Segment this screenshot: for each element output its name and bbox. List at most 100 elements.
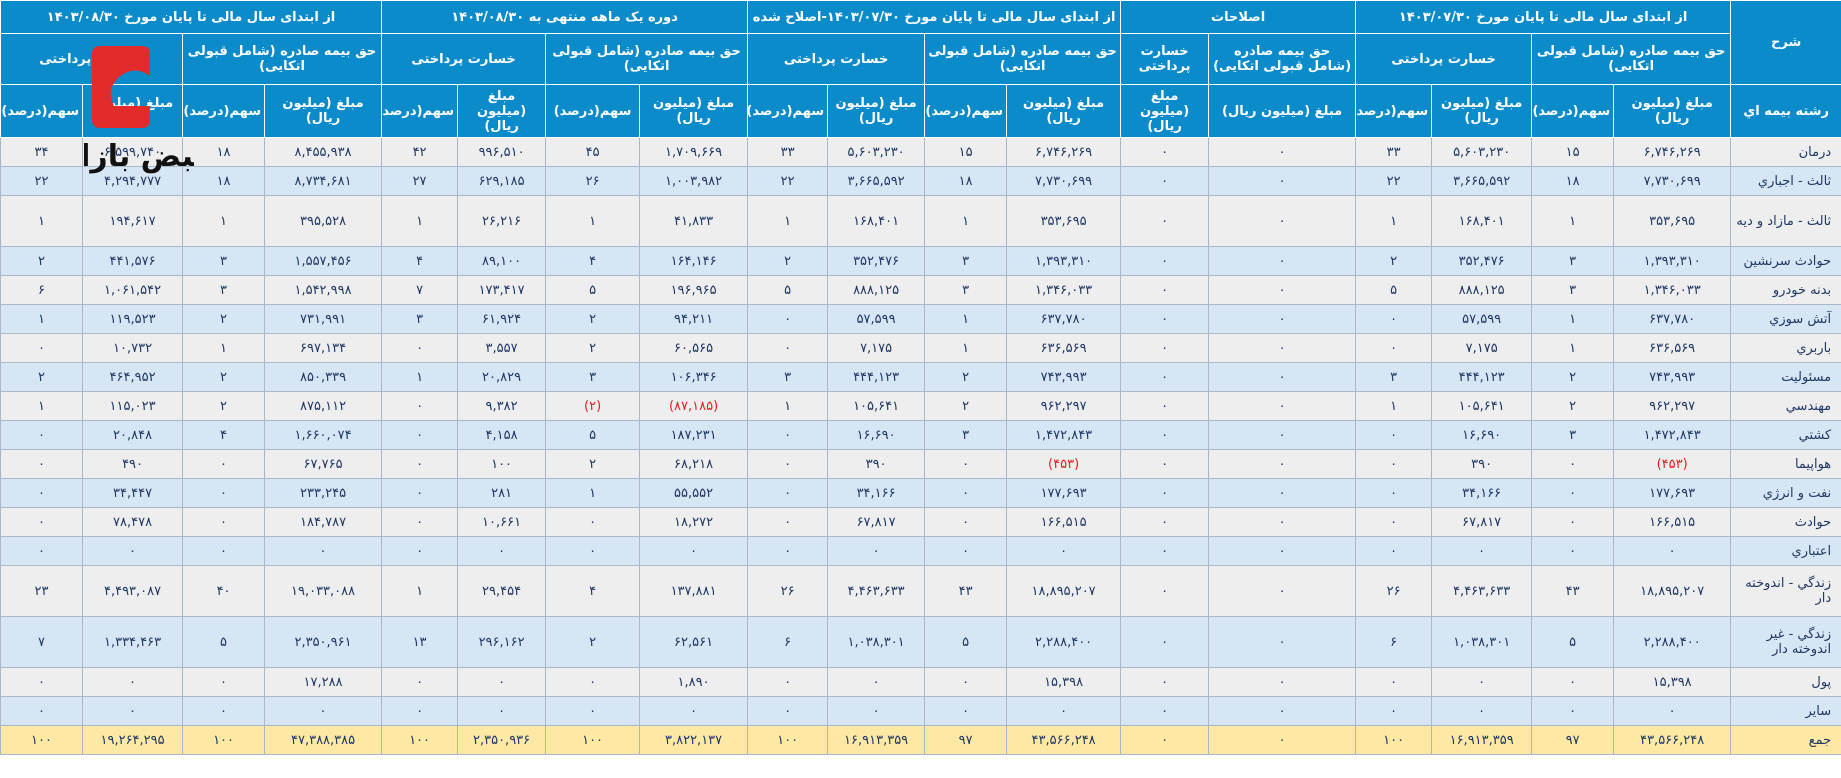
cell: ۱ — [1355, 391, 1433, 421]
cell: ۷ — [0, 616, 84, 668]
cell: ۰ — [1613, 536, 1732, 566]
cell: ۰ — [1120, 696, 1210, 726]
cell: ۴۶۴,۹۵۲ — [82, 362, 184, 392]
cell: (۸۷,۱۸۵) — [639, 391, 749, 421]
cell: ۵,۶۰۳,۲۳۰ — [1431, 137, 1533, 167]
cell: ۷۴۳,۹۹۳ — [1006, 362, 1122, 392]
cell: ۴ — [182, 420, 266, 450]
row-label: باربري — [1730, 333, 1841, 363]
cell: ۴,۲۹۴,۷۷۷ — [82, 166, 184, 196]
cell: ۶ — [0, 275, 84, 305]
cell: ۱۰۰ — [1355, 725, 1433, 755]
cell: ۱۸,۲۷۲ — [639, 507, 749, 537]
cell: ۰ — [1006, 536, 1122, 566]
cell: ۰ — [381, 696, 459, 726]
cell: ۳ — [182, 246, 266, 276]
cell: ۲ — [1355, 246, 1433, 276]
cell: ۰ — [0, 696, 84, 726]
group-header: دوره یک ماهه منتهی به ۱۴۰۳/۰۸/۳۰ — [381, 0, 749, 34]
cell: ۶۸,۲۱۸ — [639, 449, 749, 479]
cell: ۲,۳۵۰,۹۶۱ — [264, 616, 383, 668]
cell: ۰ — [924, 696, 1008, 726]
cell: ۵ — [924, 616, 1008, 668]
cell: ۰ — [82, 536, 184, 566]
cell: ۲۶ — [1355, 565, 1433, 617]
cell: ۲ — [182, 391, 266, 421]
cell: ۱۸ — [182, 137, 266, 167]
column-header: سهم(درصد) — [182, 84, 266, 138]
cell: ۲۹۶,۱۶۲ — [457, 616, 547, 668]
cell: ۱۸ — [924, 166, 1008, 196]
cell: ۴۷,۳۸۸,۳۸۵ — [264, 725, 383, 755]
cell: ۴۲ — [381, 137, 459, 167]
table-row: پول ۱۵,۳۹۸ ۰ ۰ ۰ ۰ ۰ ۱۵,۳۹۸ ۰ ۰ ۰ ۱,۸۹۰ ۰ ۰ ۰ ۱۷,۲۸۸ ۰ ۰ ۰ — [0, 667, 1841, 697]
cell: ۲ — [747, 246, 829, 276]
cell: ۵,۶۰۳,۲۳۰ — [827, 137, 926, 167]
cell: ۳۹۰ — [1431, 449, 1533, 479]
cell: ۱۷۳,۴۱۷ — [457, 275, 547, 305]
cell: ۳ — [381, 304, 459, 334]
cell: (۲) — [545, 391, 641, 421]
cell: ۰ — [1355, 304, 1433, 334]
cell: ۰ — [545, 696, 641, 726]
cell: ۲ — [545, 616, 641, 668]
cell: ۸۷۵,۱۱۲ — [264, 391, 383, 421]
cell: ۱۰۶,۳۴۶ — [639, 362, 749, 392]
cell: ۲ — [1531, 391, 1615, 421]
cell: ۰ — [82, 667, 184, 697]
cell: ۰ — [1120, 362, 1210, 392]
cell: ۰ — [747, 696, 829, 726]
table-row: جمع ۴۳,۵۶۶,۲۴۸ ۹۷ ۱۶,۹۱۳,۳۵۹ ۱۰۰ ۰ ۰ ۴۳,۵۶۶,۲۴۸… — [0, 725, 1841, 755]
cell: ۳ — [747, 362, 829, 392]
cell: ۳ — [924, 275, 1008, 305]
cell: ۸,۷۳۴,۶۸۱ — [264, 166, 383, 196]
header-row: حق بیمه صادره (شامل قبولی اتکایی) خسارت پ… — [0, 33, 1841, 85]
cell: ۲۰,۸۴۸ — [82, 420, 184, 450]
cell: ۳۳ — [1355, 137, 1433, 167]
table-row: نفت و انرژي ۱۷۷,۶۹۳ ۰ ۳۴,۱۶۶ ۰ ۰ ۰ ۱۷۷,۶۹۳ ۰ ۳۴,۱… — [0, 478, 1841, 508]
cell: ۷,۷۳۰,۶۹۹ — [1613, 166, 1732, 196]
cell: ۰ — [1120, 449, 1210, 479]
cell: ۲۶ — [747, 565, 829, 617]
cell: ۱ — [182, 195, 266, 247]
cell: ۶۲,۵۶۱ — [639, 616, 749, 668]
cell: ۹۷ — [924, 725, 1008, 755]
cell: ۹۴,۲۱۱ — [639, 304, 749, 334]
row-label: اعتباري — [1730, 536, 1841, 566]
cell: ۰ — [1531, 507, 1615, 537]
cell: ۲۸۱ — [457, 478, 547, 508]
cell: ۰ — [747, 478, 829, 508]
cell: ۶۷,۷۶۵ — [264, 449, 383, 479]
cell: ۰ — [1120, 478, 1210, 508]
group-header: اصلاحات — [1120, 0, 1357, 34]
cell: ۴,۴۶۳,۶۳۳ — [827, 565, 926, 617]
cell: ۰ — [1208, 362, 1357, 392]
cell: ۷,۷۳۰,۶۹۹ — [1006, 166, 1122, 196]
table-row: بدنه خودرو ۱,۳۴۶,۰۳۳ ۳ ۸۸۸,۱۲۵ ۵ ۰ ۰ ۱,۳۴۶,۰۳۳ ۳… — [0, 275, 1841, 305]
row-label: ثالث - اجباري — [1730, 166, 1841, 196]
cell: ۲ — [0, 362, 84, 392]
cell: ۰ — [1120, 166, 1210, 196]
cell: ۴۴۴,۱۲۳ — [827, 362, 926, 392]
group-header: از ابتدای سال مالی تا پایان مورخ ۱۴۰۳/۰۸… — [0, 0, 383, 34]
cell: ۶۰,۵۶۵ — [639, 333, 749, 363]
cell: ۳,۶۶۵,۵۹۲ — [827, 166, 926, 196]
subgroup-header: خسارت پرداختی — [0, 33, 184, 85]
cell: ۰ — [1208, 391, 1357, 421]
cell: ۲۶ — [545, 166, 641, 196]
cell: ۰ — [0, 536, 84, 566]
cell: ۲,۳۵۰,۹۳۶ — [457, 725, 547, 755]
cell: ۴۹۰ — [82, 449, 184, 479]
cell: ۰ — [381, 420, 459, 450]
cell: ۰ — [381, 478, 459, 508]
cell: ۰ — [1613, 696, 1732, 726]
column-header: سهم(درصد) — [1531, 84, 1615, 138]
cell: ۱۸ — [182, 166, 266, 196]
cell: ۲۲ — [747, 166, 829, 196]
subgroup-header: خسارت پرداختی — [747, 33, 926, 85]
table-row: ثالث - مازاد و دیه ۳۵۳,۶۹۵ ۱ ۱۶۸,۴۰۱ ۱ ۰ ۰ ۳۵۳,… — [0, 195, 1841, 247]
cell: ۰ — [1208, 507, 1357, 537]
cell: (۴۵۳) — [1006, 449, 1122, 479]
cell: ۱,۵۵۷,۴۵۶ — [264, 246, 383, 276]
cell: ۰ — [1208, 565, 1357, 617]
